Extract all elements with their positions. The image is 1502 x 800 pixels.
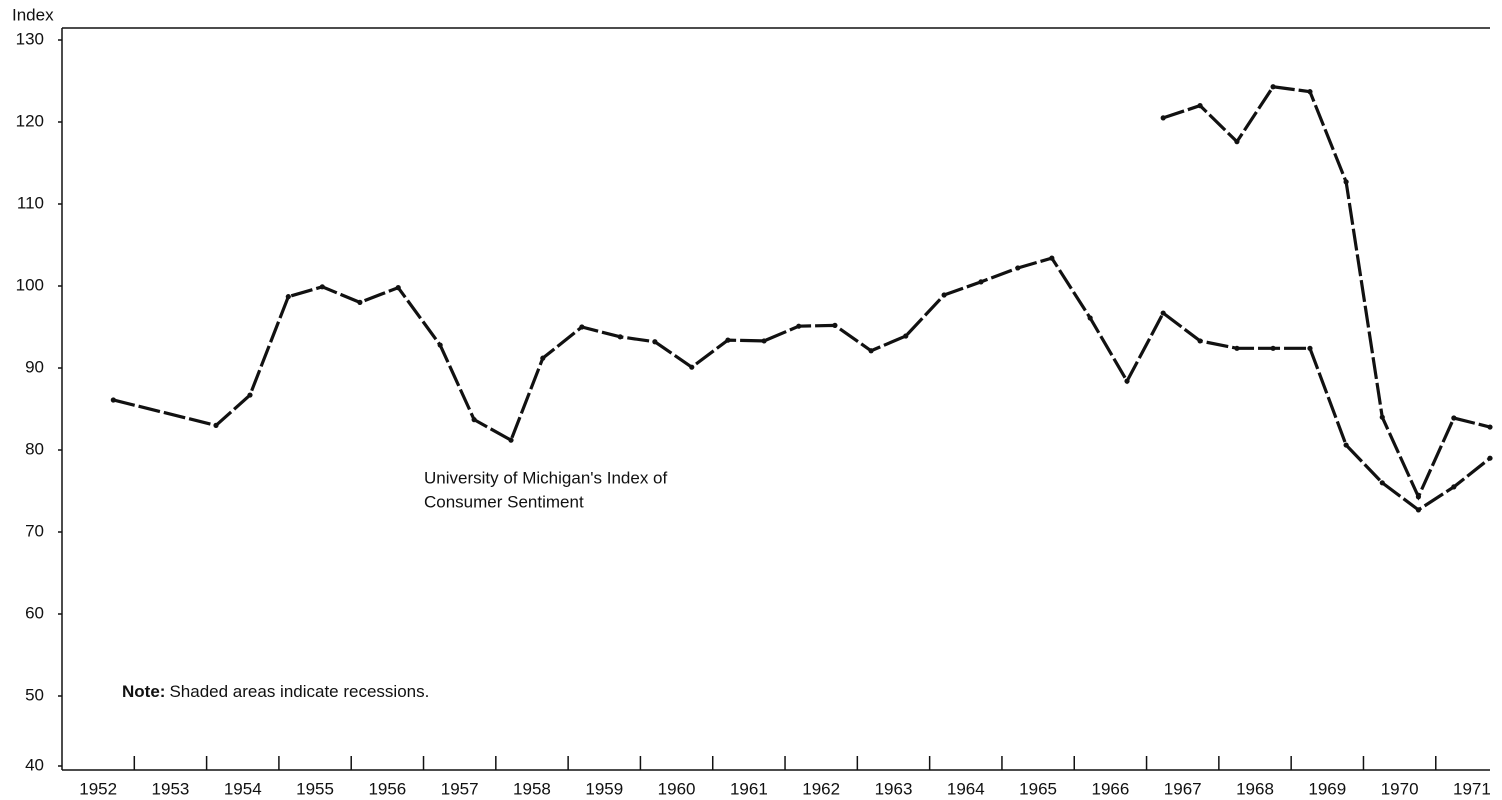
point [941,292,947,298]
point [1415,494,1422,500]
series-line [112,256,1491,512]
note: Note: Shaded areas indicate recessions. [122,682,429,701]
y-axis-label: Index [12,5,54,24]
y-tick-label: 70 [25,521,44,540]
point [437,342,443,348]
point [247,392,253,398]
point [319,284,325,290]
point [1124,378,1130,384]
point [868,348,874,354]
x-tick-label: 1971 [1453,779,1491,798]
point [357,299,363,305]
point [1160,310,1166,316]
y-tick-label: 40 [25,755,44,774]
x-tick-label: 1956 [368,779,406,798]
x-tick-label: 1961 [730,779,768,798]
point [978,279,984,285]
point [395,285,401,291]
x-tick-label: 1955 [296,779,334,798]
y-tick-label: 120 [16,111,44,130]
x-tick-label: 1965 [1019,779,1057,798]
point [1379,414,1385,420]
point [1087,315,1093,321]
point [903,333,909,339]
point [471,417,477,423]
point [1379,480,1385,486]
point [617,334,623,340]
point [1234,345,1240,351]
y-tick-label: 110 [17,193,44,212]
x-tick-label: 1954 [224,779,262,798]
point [1451,415,1457,421]
point [508,437,514,443]
x-tick-label: 1967 [1164,779,1202,798]
x-tick-label: 1969 [1308,779,1346,798]
point [285,294,291,300]
point [110,397,116,403]
point [1451,484,1457,490]
point [540,355,546,361]
point [1270,84,1276,90]
x-tick-label: 1960 [658,779,696,798]
point [1015,265,1021,271]
x-tick-label: 1957 [441,779,479,798]
point [689,364,695,370]
y-tick-label: 130 [16,29,44,48]
point [1343,442,1349,448]
point [1307,89,1313,95]
y-tick-label: 50 [25,685,44,704]
point [213,422,219,428]
point [1307,345,1313,351]
annotation: Consumer Sentiment [424,492,584,511]
point [1234,139,1240,145]
y-tick-label: 60 [25,603,44,622]
point [1197,338,1203,344]
series-line [1162,85,1491,501]
annotation: University of Michigan's Index of [424,468,668,487]
point [579,324,585,330]
x-tick-label: 1970 [1381,779,1419,798]
x-tick-label: 1958 [513,779,551,798]
x-tick-label: 1966 [1091,779,1129,798]
x-tick-label: 1968 [1236,779,1274,798]
point [1487,455,1493,461]
point [1197,103,1203,109]
point [1487,424,1493,430]
point [1343,179,1349,185]
point [832,322,838,328]
y-tick-label: 80 [25,439,44,458]
x-tick-label: 1952 [79,779,117,798]
note-text: Shaded areas indicate recessions. [169,682,429,701]
point [761,338,767,344]
y-tick-label: 90 [25,357,44,376]
point [796,323,802,329]
point [652,339,658,345]
x-tick-label: 1964 [947,779,985,798]
x-tick-label: 1959 [585,779,623,798]
point [725,337,731,343]
point [1415,507,1422,513]
point [1160,115,1166,121]
y-tick-label: 100 [16,275,44,294]
x-tick-label: 1963 [875,779,913,798]
point [1049,255,1055,261]
x-tick-label: 1953 [152,779,190,798]
note-label: Note: [122,682,165,701]
x-tick-label: 1962 [802,779,840,798]
point [1270,345,1276,351]
